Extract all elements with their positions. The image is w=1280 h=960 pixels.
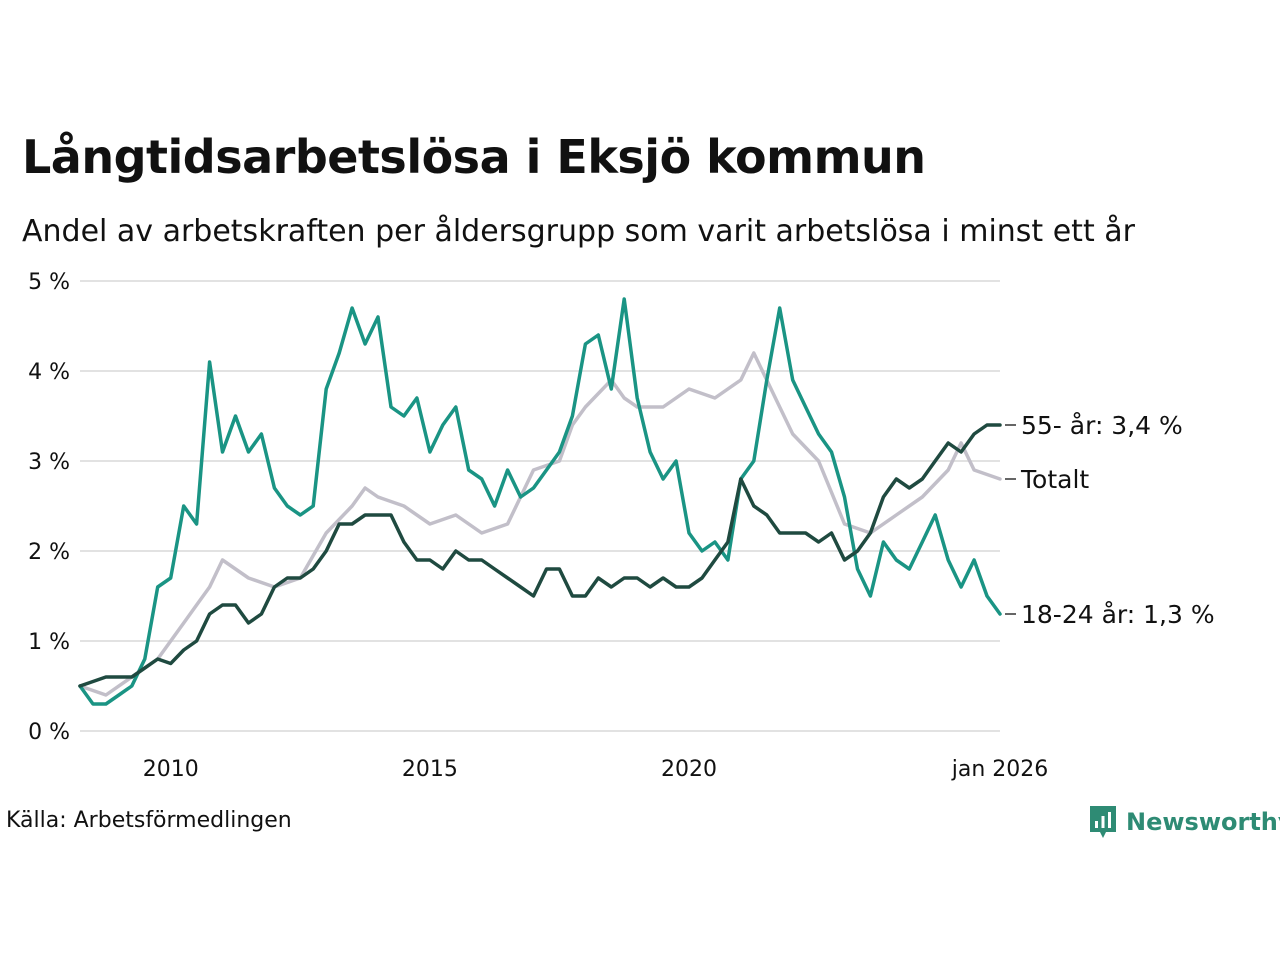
- series-lines: [78, 297, 1002, 706]
- chart-title: Långtidsarbetslösa i Eksjö kommun: [22, 130, 926, 184]
- series-line: [78, 351, 1002, 697]
- y-tick-label: 1 %: [28, 630, 70, 655]
- line-chart: 0 %1 %2 %3 %4 %5 % 2010 2015 2020 jan 2026 …: [28, 270, 1215, 782]
- series-end-label: 55- år: 3,4 %: [1021, 411, 1183, 440]
- y-tick-label: 0 %: [28, 720, 70, 745]
- series-end-label: Totalt: [1020, 465, 1089, 494]
- brand-logo[interactable]: Newsworthy: [1088, 802, 1280, 842]
- x-tick-label: jan 2026: [951, 757, 1049, 782]
- y-tick-label: 4 %: [28, 360, 70, 385]
- y-axis-ticks: 0 % 1 % 2 % 3 % 4 % 5 %: [28, 270, 70, 745]
- gridlines: [80, 280, 1000, 732]
- y-tick-label: 2 %: [28, 540, 70, 565]
- y-tick-label: 3 %: [28, 450, 70, 475]
- series-end-label: 18-24 år: 1,3 %: [1021, 600, 1215, 629]
- x-axis-ticks: 2010 2015 2020 jan 2026: [143, 757, 1049, 782]
- chart-subtitle: Andel av arbetskraften per åldersgrupp s…: [22, 214, 1135, 249]
- series-line: [78, 423, 1002, 688]
- y-tick-label: 5 %: [28, 270, 70, 295]
- series-end-labels: Totalt 18-24 år: 1,3 % 55- år: 3,4 %: [1005, 411, 1215, 629]
- brand-name: Newsworthy: [1126, 808, 1280, 836]
- x-tick-label: 2010: [143, 757, 199, 782]
- source-note: Källa: Arbetsförmedlingen: [6, 808, 292, 833]
- x-tick-label: 2020: [661, 757, 717, 782]
- newsworthy-logo-icon: [1090, 806, 1116, 838]
- series-line: [78, 297, 1002, 706]
- x-tick-label: 2015: [402, 757, 458, 782]
